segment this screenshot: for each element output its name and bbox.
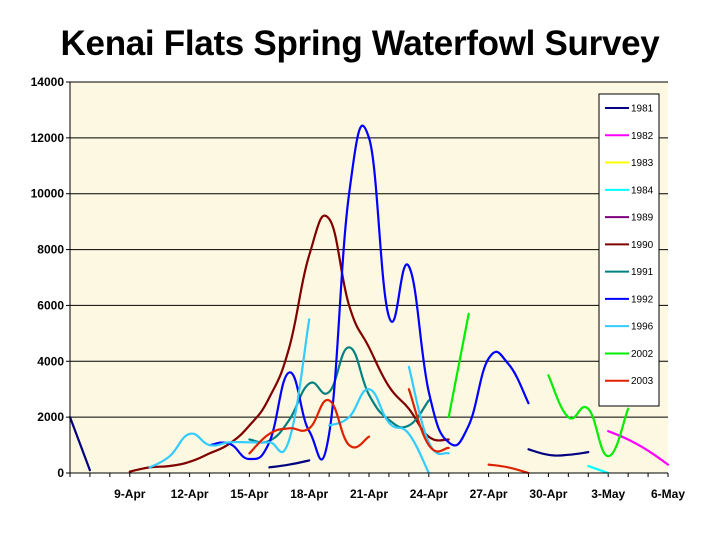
series-line-1981 bbox=[268, 459, 311, 469]
x-tick-label: 12-Apr bbox=[171, 487, 209, 501]
y-tick-label: 4000 bbox=[37, 354, 64, 368]
y-axis-ticks: 0 2000 4000 6000 8000 10000 12000 14000 bbox=[31, 75, 70, 480]
legend-label-1991: 1991 bbox=[631, 267, 654, 278]
x-tick-label: 30-Apr bbox=[529, 487, 567, 501]
x-tick-label: 24-Apr bbox=[410, 487, 448, 501]
series-line-1996 bbox=[407, 365, 450, 456]
legend-label-1981: 1981 bbox=[631, 104, 654, 115]
series-line-1990 bbox=[128, 214, 450, 473]
x-tick-label: 21-Apr bbox=[350, 487, 388, 501]
series-lines bbox=[68, 124, 670, 475]
y-tick-label: 12000 bbox=[31, 131, 65, 145]
legend-label-1983: 1983 bbox=[631, 158, 654, 169]
series-line-2003 bbox=[407, 388, 450, 453]
series-line-2003 bbox=[248, 399, 371, 455]
series-line-2002 bbox=[547, 374, 630, 458]
x-tick-label: 3-May bbox=[591, 487, 625, 501]
x-tick-label: 18-Apr bbox=[290, 487, 328, 501]
x-tick-label: 15-Apr bbox=[230, 487, 268, 501]
axes bbox=[69, 82, 668, 474]
y-tick-label: 6000 bbox=[37, 298, 64, 312]
legend-label-1992: 1992 bbox=[631, 294, 654, 305]
legend-label-1990: 1990 bbox=[631, 240, 654, 251]
legend-label-1996: 1996 bbox=[631, 322, 654, 333]
legend-label-2002: 2002 bbox=[631, 349, 654, 360]
x-tick-label: 9-Apr bbox=[114, 487, 146, 501]
x-tick-label: 6-May bbox=[651, 487, 685, 501]
x-tick-label: 27-Apr bbox=[470, 487, 508, 501]
chart-title: Kenai Flats Spring Waterfowl Survey bbox=[60, 24, 660, 63]
plot-area bbox=[70, 82, 668, 473]
series-line-1981 bbox=[527, 448, 590, 457]
series-line-2002 bbox=[447, 312, 470, 419]
y-tick-label: 2000 bbox=[37, 410, 64, 424]
series-line-2003 bbox=[487, 463, 530, 475]
series-line-1996 bbox=[148, 318, 311, 469]
legend-label-1982: 1982 bbox=[631, 131, 654, 142]
series-line-1982 bbox=[607, 430, 670, 466]
x-axis-ticks: 9-Apr 12-Apr 15-Apr 18-Apr 21-Apr 24-Apr 27-Ap… bbox=[69, 473, 685, 501]
legend-label-1989: 1989 bbox=[631, 213, 654, 224]
series-line-1981 bbox=[68, 416, 91, 472]
y-tick-label: 10000 bbox=[31, 187, 65, 201]
y-tick-label: 0 bbox=[57, 466, 64, 480]
legend-label-2003: 2003 bbox=[631, 376, 654, 387]
series-line-1996 bbox=[328, 388, 430, 475]
y-tick-label: 8000 bbox=[37, 243, 64, 257]
y-tick-label: 14000 bbox=[31, 75, 65, 89]
legend-label-1984: 1984 bbox=[631, 185, 654, 196]
gridlines bbox=[70, 81, 668, 418]
legend: 1981 1982 1983 1984 1989 1990 1991 1992 1996 2002… bbox=[598, 93, 660, 407]
series-line-1992 bbox=[208, 124, 530, 461]
